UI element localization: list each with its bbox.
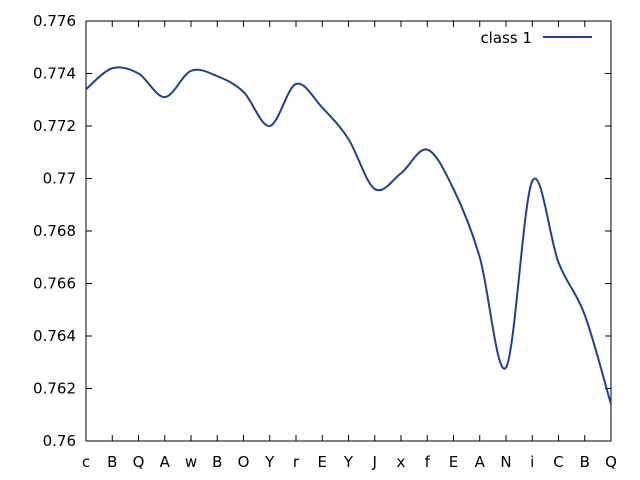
x-tick-label: B xyxy=(580,453,590,471)
y-tick-label: 0.774 xyxy=(33,65,76,83)
x-tick-label: Y xyxy=(264,453,275,471)
y-tick-label: 0.772 xyxy=(33,117,76,135)
x-tick-label: x xyxy=(397,453,406,471)
x-tick-label: J xyxy=(372,453,377,471)
x-tick-label: B xyxy=(107,453,117,471)
y-tick-label: 0.766 xyxy=(33,275,76,293)
series-layer xyxy=(85,66,612,405)
x-tick-label: c xyxy=(82,453,90,471)
legend-label: class 1 xyxy=(480,29,532,47)
x-tick-label: E xyxy=(449,453,458,471)
x-tick-label: w xyxy=(185,453,197,471)
y-tick-label: 0.768 xyxy=(33,222,76,240)
x-tick-label: O xyxy=(238,453,250,471)
y-tick-label: 0.77 xyxy=(43,170,76,188)
y-tick-label: 0.776 xyxy=(33,12,76,30)
x-tick-label: A xyxy=(475,453,486,471)
x-tick-label: A xyxy=(160,453,171,471)
x-tick-label: i xyxy=(530,453,534,471)
y-tick-label: 0.76 xyxy=(43,432,76,450)
x-tick-label: Q xyxy=(133,453,145,471)
legend: class 1 xyxy=(480,29,592,47)
x-tick-label: r xyxy=(293,453,300,471)
x-tick-label: Q xyxy=(605,453,617,471)
plot-area xyxy=(85,20,612,442)
x-tick-label: E xyxy=(318,453,327,471)
y-tick-label: 0.762 xyxy=(33,380,76,398)
series-line xyxy=(85,66,612,405)
x-tick-label: N xyxy=(500,453,511,471)
x-tick-label: f xyxy=(425,453,431,471)
x-tick-label: C xyxy=(553,453,563,471)
y-tick-label: 0.764 xyxy=(33,327,76,345)
axis-ticks: 0.76 0.762 0.764 0.766 0.768 0.77 0.772 0.774 0.… xyxy=(33,12,617,471)
x-tick-label: B xyxy=(212,453,222,471)
x-tick-label: Y xyxy=(343,453,354,471)
